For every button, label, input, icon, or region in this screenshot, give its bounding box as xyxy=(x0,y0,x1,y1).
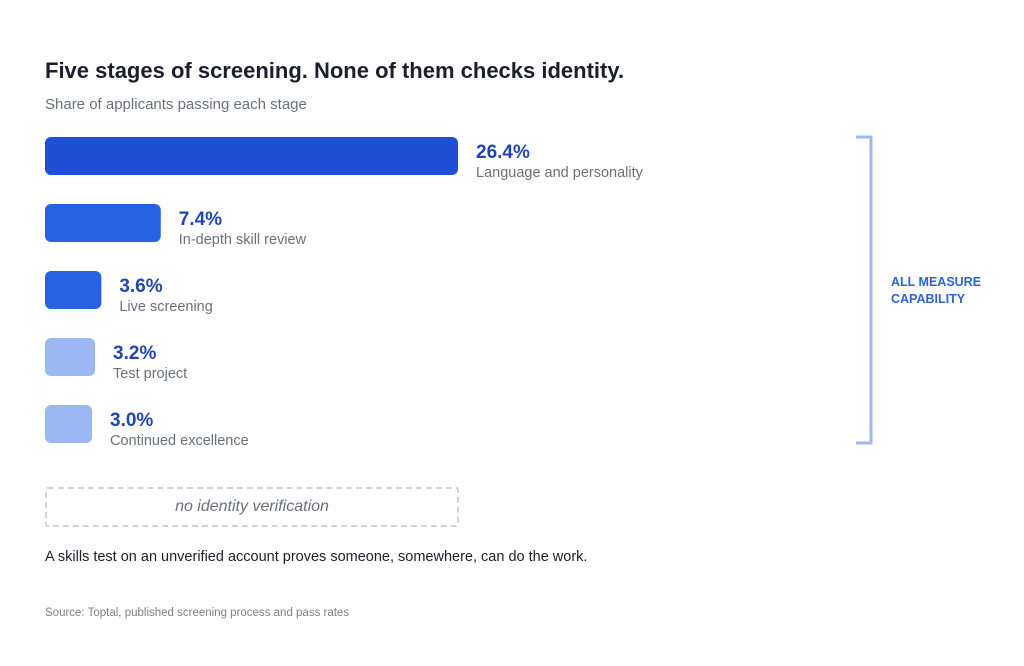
value-label-1: 26.4% xyxy=(476,142,530,163)
category-label-3: Live screening xyxy=(119,299,212,315)
category-label-2: In-depth skill review xyxy=(179,232,307,248)
no-identity-text: no identity verification xyxy=(175,498,329,515)
category-label-5: Continued excellence xyxy=(110,433,249,449)
bracket-label-line-1: ALL MEASURE xyxy=(891,275,982,289)
bar-1 xyxy=(45,137,458,175)
value-label-4: 3.2% xyxy=(113,343,156,364)
source-note: Source: Toptal, published screening proc… xyxy=(45,607,350,619)
value-label-2: 7.4% xyxy=(179,209,222,230)
value-label-3: 3.6% xyxy=(119,276,162,297)
bracket-label-line-2: CAPABILITY xyxy=(891,292,966,306)
category-label-4: Test project xyxy=(113,366,187,382)
value-label-5: 3.0% xyxy=(110,410,153,431)
bar-5 xyxy=(45,405,92,443)
footnote: A skills test on an unverified account p… xyxy=(45,549,588,565)
bar-chart: 26.4% Language and personality 7.4% In-dept… xyxy=(45,135,873,449)
bar-3 xyxy=(45,271,102,309)
bar-4 xyxy=(45,338,96,376)
chart-title: Five stages of screening. None of them c… xyxy=(45,58,625,83)
chart-subtitle: Share of applicants passing each stage xyxy=(45,96,307,113)
no-identity-box: no identity verification xyxy=(45,487,459,527)
category-label-1: Language and personality xyxy=(476,165,644,181)
bracket-label: ALL MEASURE CAPABILITY xyxy=(891,274,1001,308)
bar-2 xyxy=(45,204,161,242)
bracket xyxy=(856,135,873,445)
